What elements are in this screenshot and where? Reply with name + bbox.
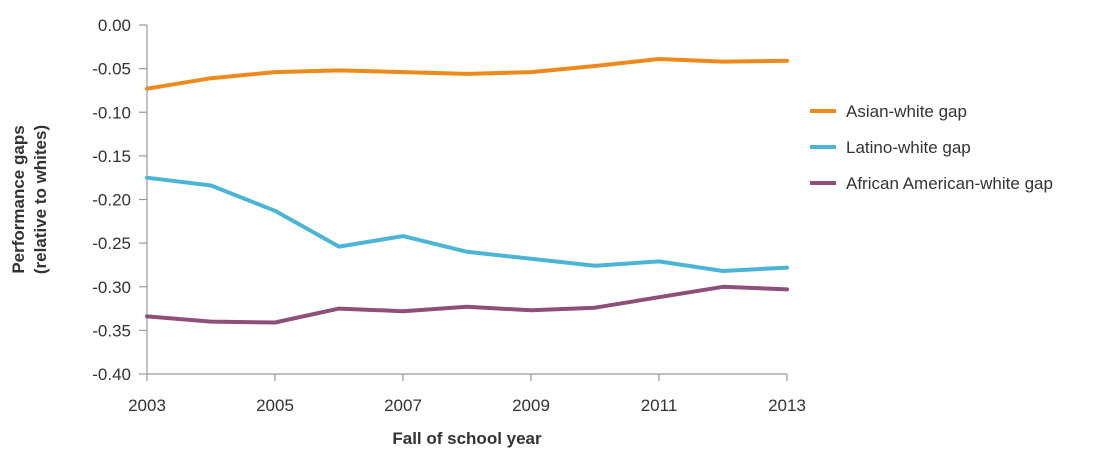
legend-label: Latino-white gap (846, 138, 971, 157)
x-tick-label: 2005 (256, 396, 294, 415)
x-tick-label: 2003 (128, 396, 166, 415)
series-line-latino-white-gap (145, 175, 789, 273)
x-axis-title: Fall of school year (392, 429, 542, 448)
y-axis-title-line-1: Performance gaps (9, 125, 28, 273)
y-tick-label: -0.05 (92, 60, 131, 79)
y-tick-label: -0.35 (92, 321, 131, 340)
y-tick-label: -0.25 (92, 234, 131, 253)
y-tick-label: -0.10 (92, 103, 131, 122)
series-lines (145, 57, 789, 325)
y-tick-label: -0.20 (92, 191, 131, 210)
x-tick-label: 2013 (768, 396, 806, 415)
y-axis-ticks: 0.00 -0.05 -0.10 -0.15 -0.20 -0.25 -0.30 -0.35 -… (92, 16, 147, 384)
series-line-asian-white-gap (145, 57, 789, 91)
x-axis-ticks: 2003 2005 2007 2009 2011 2013 (128, 374, 806, 415)
legend-label: African American-white gap (846, 174, 1053, 193)
y-tick-label: -0.40 (92, 365, 131, 384)
series-line-african-american-white-gap (145, 284, 789, 325)
x-tick-label: 2011 (641, 396, 678, 415)
legend-label: Asian-white gap (846, 102, 967, 121)
legend: Asian-white gap Latino-white gap African A… (810, 102, 1053, 193)
x-tick-label: 2009 (512, 396, 550, 415)
y-tick-label: -0.30 (92, 278, 131, 297)
x-tick-label: 2007 (384, 396, 422, 415)
y-tick-label: -0.15 (92, 147, 131, 166)
y-axis-title-line-2: (relative to whites) (31, 125, 50, 274)
y-tick-label: 0.00 (98, 16, 131, 35)
